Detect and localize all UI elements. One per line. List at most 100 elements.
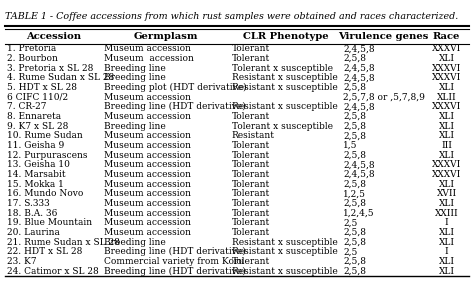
Text: Museum accession: Museum accession [104,218,191,227]
Text: III: III [441,141,452,150]
Text: XXXVI: XXXVI [432,44,461,53]
Text: 2,5,8: 2,5,8 [343,151,366,160]
Text: XLI: XLI [439,112,455,121]
Text: 18. B.A. 36: 18. B.A. 36 [7,209,57,218]
Text: Tolerant: Tolerant [232,141,270,150]
Text: Breeding line (HDT derivative): Breeding line (HDT derivative) [104,267,246,276]
Text: XLI: XLI [439,54,455,63]
Text: Tolerant: Tolerant [232,257,270,266]
Text: 4. Rume Sudan x SL 28: 4. Rume Sudan x SL 28 [7,73,114,82]
Text: Tolerant: Tolerant [232,180,270,189]
Text: I: I [445,247,448,256]
Text: XLI: XLI [439,228,455,237]
Text: XXXVI: XXXVI [432,170,461,179]
Text: Museum accession: Museum accession [104,199,191,208]
Text: XLI: XLI [439,151,455,160]
Text: Tolerant: Tolerant [232,112,270,121]
Text: 2,4,5,8: 2,4,5,8 [343,102,375,111]
Text: Tolerant: Tolerant [232,209,270,218]
Text: Tolerant: Tolerant [232,199,270,208]
Text: Germplasm: Germplasm [134,32,198,41]
Text: 21. Rume Sudan x SL 28: 21. Rume Sudan x SL 28 [7,238,119,247]
Text: Tolerant: Tolerant [232,228,270,237]
Text: Breeding line: Breeding line [104,73,165,82]
Text: 1,5: 1,5 [343,141,358,150]
Text: XLI: XLI [439,83,455,92]
Text: 10. Rume Sudan: 10. Rume Sudan [7,131,82,140]
Text: 6 CIFC 110/2: 6 CIFC 110/2 [7,93,68,102]
Text: 19. Blue Mountain: 19. Blue Mountain [7,218,92,227]
Text: 2,5: 2,5 [343,247,357,256]
Text: Tolerant x susceptible: Tolerant x susceptible [232,64,333,73]
Text: 2,5,8: 2,5,8 [343,238,366,247]
Text: Resistant x susceptible: Resistant x susceptible [232,102,337,111]
Text: XLI: XLI [439,131,455,140]
Text: 8. Ennareta: 8. Ennareta [7,112,61,121]
Text: 5. HDT x SL 28: 5. HDT x SL 28 [7,83,77,92]
Text: Resistant x susceptible: Resistant x susceptible [232,267,337,276]
Text: 1. Pretoria: 1. Pretoria [7,44,56,53]
Text: 12. Purpurascens: 12. Purpurascens [7,151,87,160]
Text: 2,4,5,8: 2,4,5,8 [343,170,375,179]
Text: Museum accession: Museum accession [104,180,191,189]
Text: Tolerant: Tolerant [232,189,270,198]
Text: 2,5,8: 2,5,8 [343,122,366,131]
Text: TABLE 1 - Coffee accessions from which rust samples were obtained and races char: TABLE 1 - Coffee accessions from which r… [5,12,458,21]
Text: XLI: XLI [439,238,455,247]
Text: Tolerant: Tolerant [232,160,270,169]
Text: Race: Race [433,32,460,41]
Text: Breeding line: Breeding line [104,64,165,73]
Text: Museum accession: Museum accession [104,209,191,218]
Text: Museum accession: Museum accession [104,151,191,160]
Text: Resistant: Resistant [232,131,275,140]
Text: Museum accession: Museum accession [104,131,191,140]
Text: Resistant x susceptible: Resistant x susceptible [232,247,337,256]
Text: Resistant x susceptible: Resistant x susceptible [232,73,337,82]
Text: 2,4,5,8: 2,4,5,8 [343,44,375,53]
Text: 20. Laurina: 20. Laurina [7,228,60,237]
Text: 1,2,4,5: 1,2,4,5 [343,209,375,218]
Text: 2,5,8: 2,5,8 [343,54,366,63]
Text: 16. Mundo Novo: 16. Mundo Novo [7,189,83,198]
Text: Resistant x susceptible: Resistant x susceptible [232,83,337,92]
Text: Tolerant: Tolerant [232,44,270,53]
Text: XXXVI: XXXVI [432,64,461,73]
Text: 14. Marsabit: 14. Marsabit [7,170,65,179]
Text: XXXVI: XXXVI [432,160,461,169]
Text: Museum  accession: Museum accession [104,54,194,63]
Text: Museum accession: Museum accession [104,160,191,169]
Text: 13. Geisha 10: 13. Geisha 10 [7,160,70,169]
Text: 17. S.333: 17. S.333 [7,199,49,208]
Text: Museum accession: Museum accession [104,141,191,150]
Text: 1,2,5: 1,2,5 [343,189,366,198]
Text: XLI: XLI [439,199,455,208]
Text: XLI: XLI [439,257,455,266]
Text: Museum accession: Museum accession [104,112,191,121]
Text: Museum accession: Museum accession [104,44,191,53]
Text: Virulence genes: Virulence genes [337,32,428,41]
Text: CLR Phenotype: CLR Phenotype [243,32,328,41]
Text: Tolerant: Tolerant [232,170,270,179]
Text: 15. Mokka 1: 15. Mokka 1 [7,180,64,189]
Text: Breeding line: Breeding line [104,122,165,131]
Text: XXXVI: XXXVI [432,73,461,82]
Text: Tolerant: Tolerant [232,151,270,160]
Text: 2,4,5,8: 2,4,5,8 [343,64,375,73]
Text: Commercial variety from Koru: Commercial variety from Koru [104,257,244,266]
Text: 2,5,8: 2,5,8 [343,267,366,276]
Text: 11. Geisha 9: 11. Geisha 9 [7,141,64,150]
Text: Breeding line: Breeding line [104,238,165,247]
Text: 2,5,8: 2,5,8 [343,228,366,237]
Text: 7. CR-27: 7. CR-27 [7,102,46,111]
Text: Breeding line (HDT derivative): Breeding line (HDT derivative) [104,247,246,256]
Text: Museum accession: Museum accession [104,170,191,179]
Text: XXXVI: XXXVI [432,102,461,111]
Text: XLI: XLI [439,180,455,189]
Text: XVII: XVII [437,189,457,198]
Text: Tolerant x susceptible: Tolerant x susceptible [232,122,333,131]
Text: XLI: XLI [439,122,455,131]
Text: 22. HDT x SL 28: 22. HDT x SL 28 [7,247,82,256]
Text: 2,5,8: 2,5,8 [343,131,366,140]
Text: 2. Bourbon: 2. Bourbon [7,54,57,63]
Text: Tolerant: Tolerant [232,218,270,227]
